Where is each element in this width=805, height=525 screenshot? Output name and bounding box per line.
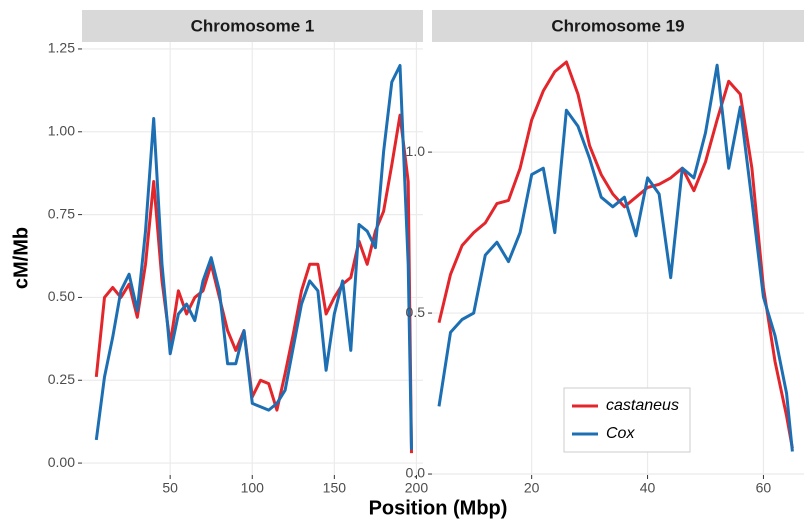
series-line	[94, 113, 413, 454]
x-tick-label: 150	[323, 480, 347, 496]
x-axis-title: Position (Mbp)	[369, 497, 508, 519]
legend-label: castaneus	[606, 397, 679, 414]
legend-box	[563, 387, 691, 453]
y-axis-title: cM/Mb	[10, 227, 32, 289]
y-tick-label: 0.00	[48, 454, 75, 470]
x-tick-label: 200	[405, 480, 429, 496]
legend-label: Cox	[606, 425, 635, 442]
strip	[432, 10, 804, 42]
y-tick-label: 0.0	[406, 465, 426, 481]
y-tick-label: 0.50	[48, 288, 75, 304]
y-tick-label: 0.25	[48, 371, 75, 387]
series-line	[437, 63, 794, 452]
x-tick-label: 100	[241, 480, 265, 496]
y-tick-label: 1.25	[48, 40, 75, 56]
y-tick-label: 0.75	[48, 205, 75, 221]
y-tick-label: 1.00	[48, 122, 75, 138]
strip	[82, 10, 423, 42]
series-line	[94, 64, 413, 450]
strip-title: Chromosome 1	[191, 16, 315, 35]
y-tick-label: 0.5	[406, 304, 426, 320]
x-tick-label: 40	[640, 480, 656, 496]
y-tick-label: 1.0	[406, 143, 426, 159]
strip-title: Chromosome 19	[551, 16, 684, 35]
x-tick-label: 50	[162, 480, 178, 496]
x-tick-label: 20	[524, 480, 540, 496]
x-tick-label: 60	[756, 480, 772, 496]
